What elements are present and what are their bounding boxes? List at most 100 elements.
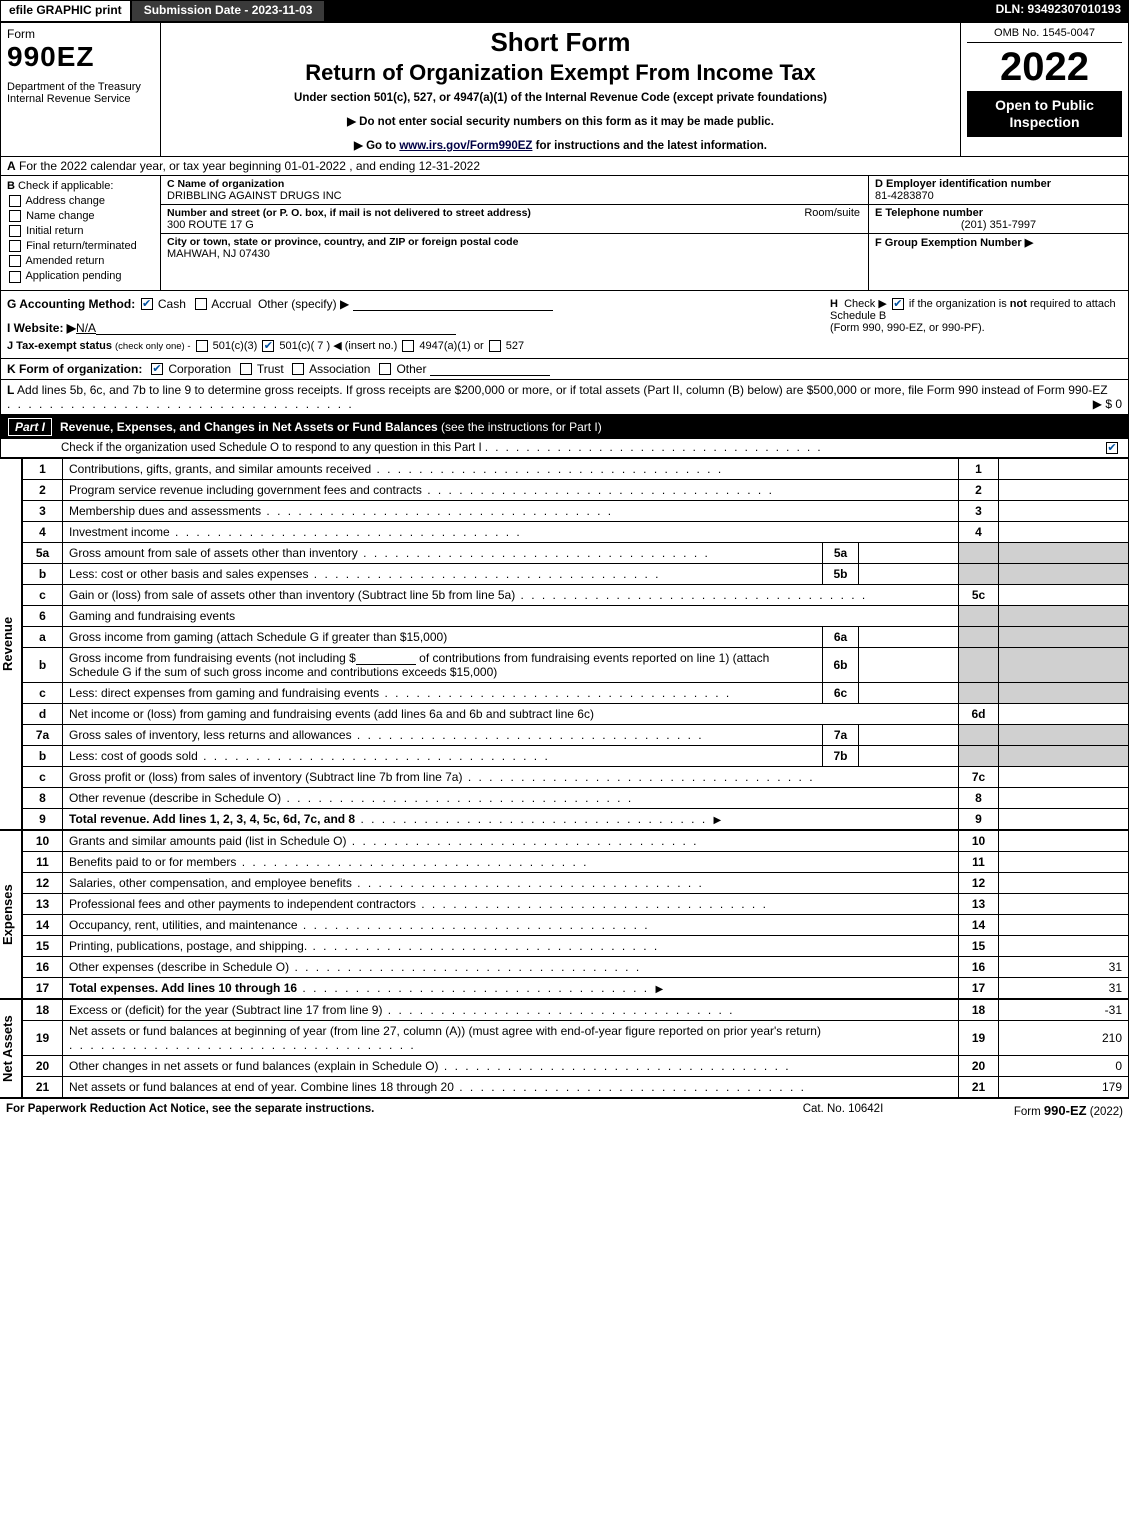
- chk-other[interactable]: [379, 363, 391, 375]
- line-21-desc: Net assets or fund balances at end of ye…: [63, 1076, 959, 1097]
- line-6: 6Gaming and fundraising events: [23, 605, 1129, 626]
- chk-final-return[interactable]: Final return/terminated: [7, 240, 154, 252]
- line-4-val: [999, 521, 1129, 542]
- header-right: OMB No. 1545-0047 2022 Open to Public In…: [960, 23, 1128, 156]
- chk-initial-return[interactable]: Initial return: [7, 225, 154, 237]
- line-8: 8Other revenue (describe in Schedule O)8: [23, 787, 1129, 808]
- chk-trust[interactable]: [240, 363, 252, 375]
- h-label: H: [830, 298, 838, 310]
- g-other-input[interactable]: [353, 299, 553, 311]
- line-7a: 7aGross sales of inventory, less returns…: [23, 724, 1129, 745]
- group-exemption-cell: F Group Exemption Number ▶: [869, 234, 1128, 290]
- line-11-desc: Benefits paid to or for members: [63, 851, 959, 872]
- line-6d-val: [999, 703, 1129, 724]
- line-6a: aGross income from gaming (attach Schedu…: [23, 626, 1129, 647]
- chk-cash[interactable]: [141, 298, 153, 310]
- chk-association[interactable]: [292, 363, 304, 375]
- line-14: 14Occupancy, rent, utilities, and mainte…: [23, 914, 1129, 935]
- j-sub: (check only one) -: [115, 341, 191, 352]
- line-5c-desc: Gain or (loss) from sale of assets other…: [63, 584, 959, 605]
- line-5a-sn: 5a: [823, 542, 859, 563]
- revenue-table: 1Contributions, gifts, grants, and simil…: [22, 458, 1129, 830]
- line-7b-vshade: [999, 745, 1129, 766]
- chk-name-change[interactable]: Name change: [7, 210, 154, 222]
- line-7a-sn: 7a: [823, 724, 859, 745]
- line-16-num: 16: [23, 956, 63, 977]
- line-19-num: 19: [23, 1020, 63, 1055]
- line-5c-rnum: 5c: [959, 584, 999, 605]
- chk-application-pending[interactable]: Application pending: [7, 270, 154, 282]
- line-18-desc: Excess or (deficit) for the year (Subtra…: [63, 999, 959, 1020]
- line-14-rnum: 14: [959, 914, 999, 935]
- chk-address-change[interactable]: Address change: [7, 195, 154, 207]
- line-9-val: [999, 808, 1129, 829]
- line-9-rnum: 9: [959, 808, 999, 829]
- form-title: Return of Organization Exempt From Incom…: [169, 60, 952, 86]
- line-21: 21Net assets or fund balances at end of …: [23, 1076, 1129, 1097]
- line-6b-num: b: [23, 647, 63, 682]
- line-6c-desc: Less: direct expenses from gaming and fu…: [63, 682, 823, 703]
- line-7b-rshade: [959, 745, 999, 766]
- row-j: J Tax-exempt status (check only one) - 5…: [7, 339, 822, 352]
- row-l: L Add lines 5b, 6c, and 7b to line 9 to …: [0, 380, 1129, 415]
- chk-4947[interactable]: [402, 340, 414, 352]
- line-18-val: -31: [999, 999, 1129, 1020]
- line-7b-num: b: [23, 745, 63, 766]
- bullet-1: ▶ Do not enter social security numbers o…: [169, 114, 952, 128]
- department-label: Department of the Treasury Internal Reve…: [7, 81, 154, 105]
- form-subtitle: Under section 501(c), 527, or 4947(a)(1)…: [169, 92, 952, 104]
- j-501c: 501(c)( 7 ) ◀ (insert no.): [279, 340, 397, 352]
- j-501c3: 501(c)(3): [213, 340, 258, 352]
- line-6-vshade: [999, 605, 1129, 626]
- line-6a-vshade: [999, 626, 1129, 647]
- line-20-desc: Other changes in net assets or fund bala…: [63, 1055, 959, 1076]
- chk-corporation[interactable]: [151, 363, 163, 375]
- short-form-title: Short Form: [169, 27, 952, 58]
- line-3-num: 3: [23, 500, 63, 521]
- line-5a: 5aGross amount from sale of assets other…: [23, 542, 1129, 563]
- ein-cell: D Employer identification number 81-4283…: [869, 176, 1128, 205]
- chk-501c[interactable]: [262, 340, 274, 352]
- line-7a-vshade: [999, 724, 1129, 745]
- line-5b-vshade: [999, 563, 1129, 584]
- part1-schedule-o-check[interactable]: [1104, 442, 1120, 454]
- line-3-val: [999, 500, 1129, 521]
- k-other-input[interactable]: [430, 364, 550, 376]
- revenue-block: Revenue 1Contributions, gifts, grants, a…: [0, 458, 1129, 830]
- efile-print-button[interactable]: efile GRAPHIC print: [0, 0, 131, 22]
- line-5a-desc: Gross amount from sale of assets other t…: [63, 542, 823, 563]
- chk-accrual[interactable]: [195, 298, 207, 310]
- line-17-rnum: 17: [959, 977, 999, 998]
- topbar-spacer: [325, 0, 987, 22]
- h-text2: if the organization is: [909, 298, 1010, 310]
- line-21-rnum: 21: [959, 1076, 999, 1097]
- chk-name-change-label: Name change: [26, 210, 95, 222]
- l-text: Add lines 5b, 6c, and 7b to line 9 to de…: [17, 383, 1108, 397]
- phone-value: (201) 351-7997: [875, 219, 1122, 231]
- col-b-label: B: [7, 180, 15, 192]
- line-6c-num: c: [23, 682, 63, 703]
- line-14-desc: Occupancy, rent, utilities, and maintena…: [63, 914, 959, 935]
- irs-link[interactable]: www.irs.gov/Form990EZ: [399, 140, 532, 152]
- bullet-2-pre: ▶ Go to: [354, 140, 399, 152]
- line-1: 1Contributions, gifts, grants, and simil…: [23, 458, 1129, 479]
- expenses-side-label: Expenses: [0, 830, 22, 999]
- col-def: D Employer identification number 81-4283…: [868, 176, 1128, 290]
- line-7b: bLess: cost of goods sold7b: [23, 745, 1129, 766]
- chk-h[interactable]: [892, 298, 904, 310]
- row-i: I Website: ▶N/A: [7, 321, 822, 335]
- row-ghij: G Accounting Method: Cash Accrual Other …: [0, 291, 1129, 359]
- line-14-num: 14: [23, 914, 63, 935]
- line-8-rnum: 8: [959, 787, 999, 808]
- chk-501c3[interactable]: [196, 340, 208, 352]
- h-text4: (Form 990, 990-EZ, or 990-PF).: [830, 322, 985, 334]
- line-16-val: 31: [999, 956, 1129, 977]
- line-3-desc: Membership dues and assessments: [63, 500, 959, 521]
- line-1-desc: Contributions, gifts, grants, and simila…: [63, 458, 959, 479]
- chk-amended-return[interactable]: Amended return: [7, 255, 154, 267]
- city-label: City or town, state or province, country…: [167, 236, 862, 248]
- bullet-2: ▶ Go to www.irs.gov/Form990EZ for instru…: [169, 138, 952, 152]
- part1-header: Part I Revenue, Expenses, and Changes in…: [0, 415, 1129, 439]
- footer-right-post: (2022): [1087, 1106, 1123, 1118]
- chk-527[interactable]: [489, 340, 501, 352]
